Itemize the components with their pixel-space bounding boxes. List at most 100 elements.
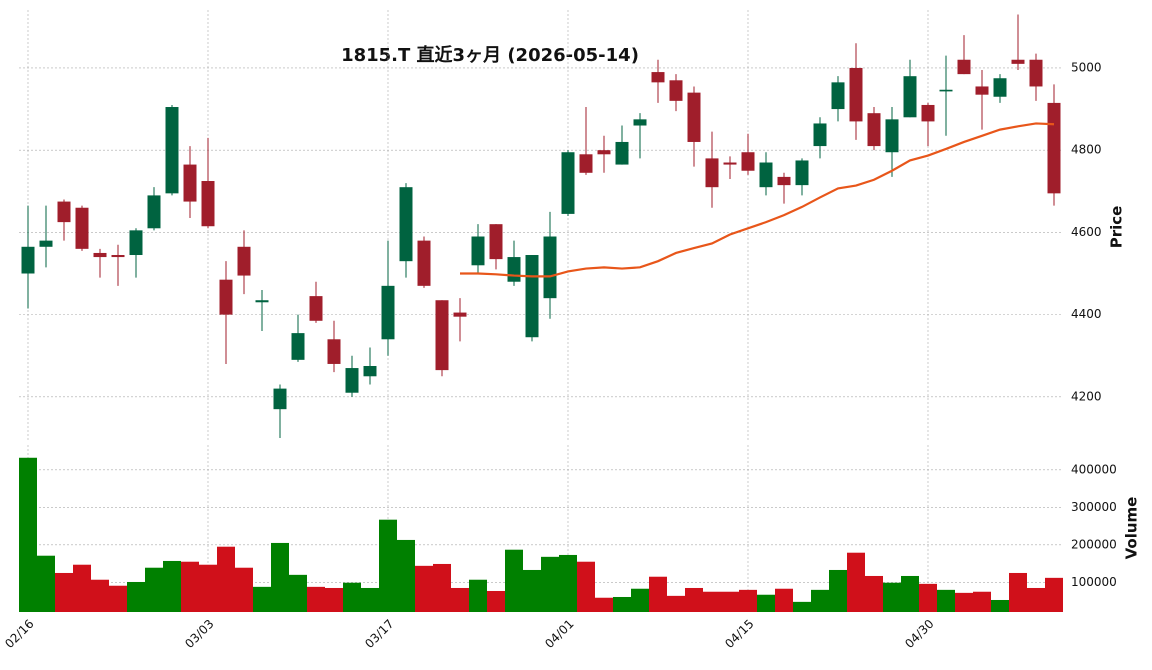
volume-bar [883, 582, 901, 612]
y-tick-label: 200000 [1071, 537, 1117, 551]
volume-bar [343, 582, 361, 612]
candle-body [795, 160, 809, 186]
volume-bar [721, 591, 739, 612]
volume-bar [253, 586, 271, 612]
candle-body [147, 195, 161, 229]
candle-body [75, 207, 89, 249]
y-tick-label: 400000 [1071, 462, 1117, 476]
volume-bar [523, 569, 541, 612]
y-tick-label: 300000 [1071, 500, 1117, 514]
y-tick-label: 4400 [1071, 307, 1102, 321]
volume-bar [1009, 572, 1027, 612]
volume-bar [559, 554, 577, 612]
candle-body [237, 246, 251, 276]
volume-bar [973, 591, 991, 612]
volume-bar [1027, 587, 1045, 612]
x-tick-label: 03/17 [362, 617, 396, 651]
candle-body [219, 279, 233, 315]
candle-body [327, 339, 341, 364]
candle-body [651, 72, 665, 83]
volume-bar [541, 556, 559, 612]
candle-body [867, 113, 881, 147]
volume-bar [433, 563, 451, 612]
candle-body [1047, 102, 1061, 194]
y-tick-label: 4600 [1071, 225, 1102, 239]
candle-body [597, 150, 611, 155]
volume-bar [325, 587, 343, 612]
candle-body [885, 119, 899, 153]
candle-body [903, 76, 917, 118]
volume-bar [487, 590, 505, 612]
volume-bar [307, 586, 325, 612]
candle-body [1011, 59, 1025, 64]
y-tick-label: 4200 [1071, 389, 1102, 403]
candle-body [507, 257, 521, 282]
candle-body [39, 240, 53, 247]
volume-bar [397, 539, 415, 612]
candle-body [849, 67, 863, 122]
volume-bar [361, 587, 379, 612]
volume-bar [19, 457, 37, 612]
candle-body [957, 59, 971, 75]
y-tick-label: 5000 [1071, 60, 1102, 74]
candle-body [201, 181, 215, 227]
volume-bar [37, 555, 55, 612]
volume-bar [469, 579, 487, 612]
moving-average-line [460, 122, 1055, 278]
volume-bar [955, 592, 973, 612]
candle-body [471, 236, 485, 266]
candle-body [435, 300, 449, 371]
volume-bar [145, 567, 163, 612]
candle-body [183, 164, 197, 202]
volume-bar [613, 596, 631, 612]
volume-bar [55, 572, 73, 612]
x-tick-label: 04/01 [542, 617, 576, 651]
volume-bar [937, 589, 955, 612]
candle-body [543, 236, 557, 299]
candle-body [93, 252, 107, 258]
volume-bar [793, 601, 811, 612]
candle-body [57, 201, 71, 223]
volume-bar [847, 552, 865, 612]
volume-bar [739, 589, 757, 612]
candle-body [831, 82, 845, 110]
volume-bar [199, 564, 217, 612]
candle-body [21, 246, 35, 274]
volume-bar [451, 587, 469, 612]
x-tick-label: 04/30 [902, 617, 936, 651]
candle-body [741, 152, 755, 171]
chart-title: 1815.T 直近3ヶ月 (2026-05-14) [341, 44, 639, 66]
candle-body [759, 162, 773, 188]
candle-body [489, 224, 503, 260]
volume-bar [829, 569, 847, 612]
candle-body [975, 86, 989, 95]
candle-body [921, 104, 935, 122]
x-tick-label: 02/16 [2, 617, 36, 651]
volume-bar [73, 564, 91, 612]
candle-body [255, 300, 269, 303]
volume-bar [577, 561, 595, 612]
volume-bar [109, 585, 127, 612]
volume-bar [163, 560, 181, 612]
volume-bar [757, 594, 775, 612]
volume-bar [505, 549, 523, 612]
candle-body [813, 123, 827, 147]
volume-bar [775, 588, 793, 612]
candle-body [705, 158, 719, 188]
x-tick-label: 04/15 [722, 617, 756, 651]
candle-body [1029, 59, 1043, 87]
y-tick-label: 100000 [1071, 575, 1117, 589]
volume-bar [181, 561, 199, 612]
candle-body [939, 89, 953, 92]
volume-bar [595, 597, 613, 612]
candle-body [399, 187, 413, 262]
volume-bar [91, 579, 109, 612]
candle-body [291, 333, 305, 360]
volume-bar [127, 581, 145, 612]
volume-bar [379, 519, 397, 612]
candle-body [633, 119, 647, 126]
candle-body [993, 78, 1007, 97]
volume-bar [901, 575, 919, 612]
y-axis-title: Price [1108, 206, 1126, 249]
